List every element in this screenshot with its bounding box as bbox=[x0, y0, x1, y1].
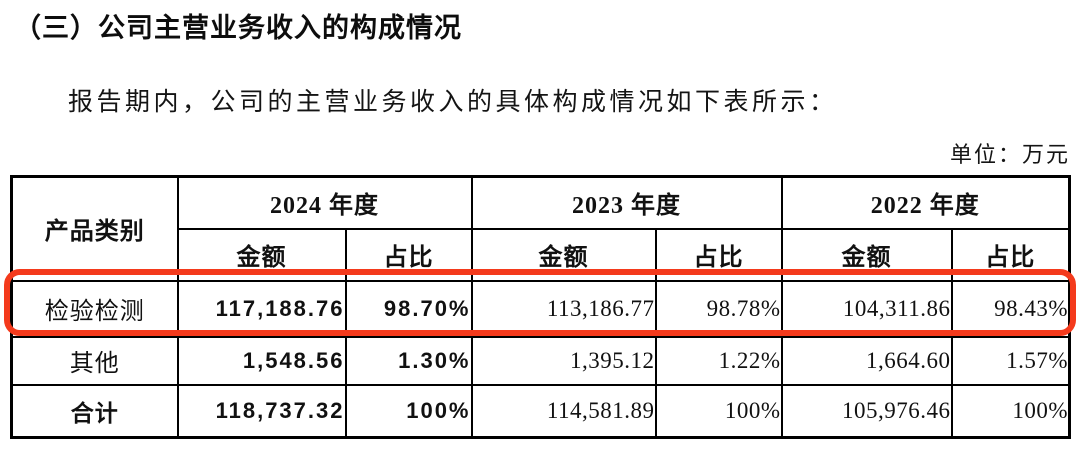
table-row-other: 其他 1,548.56 1.30% 1,395.12 1.22% 1,664.6… bbox=[10, 335, 1071, 386]
cell-2024-ratio: 100% bbox=[344, 383, 473, 439]
cell-2024-ratio: 1.30% bbox=[344, 335, 473, 386]
cell-2022-amount: 105,976.46 bbox=[780, 383, 953, 439]
revenue-composition-table: 产品类别 2024 年度 2023 年度 2022 年度 金额 占比 金额 占比… bbox=[10, 175, 1071, 439]
table-row-total: 合计 118,737.32 100% 114,581.89 100% 105,9… bbox=[10, 383, 1071, 439]
table-header-years-row: 产品类别 2024 年度 2023 年度 2022 年度 bbox=[10, 175, 1071, 282]
column-header-product-category: 产品类别 bbox=[10, 175, 179, 282]
intro-paragraph: 报告期内，公司的主营业务收入的具体构成情况如下表所示： bbox=[68, 89, 838, 116]
column-header-year-2024: 2024 年度 bbox=[176, 175, 473, 230]
column-header-amount-2022: 金额 bbox=[780, 227, 953, 282]
cell-2023-amount: 113,186.77 bbox=[470, 279, 657, 338]
column-header-amount-2024: 金额 bbox=[176, 227, 347, 282]
row-category-label: 合计 bbox=[10, 383, 179, 439]
row-category-label: 其他 bbox=[10, 335, 179, 386]
cell-2024-amount: 117,188.76 bbox=[176, 279, 347, 338]
cell-2023-ratio: 100% bbox=[654, 383, 783, 439]
cell-2022-ratio: 1.57% bbox=[950, 335, 1071, 386]
column-header-year-2022: 2022 年度 bbox=[780, 175, 1071, 230]
cell-2023-ratio: 98.78% bbox=[654, 279, 783, 338]
column-header-ratio-2022: 占比 bbox=[950, 227, 1071, 282]
row-category-label: 检验检测 bbox=[10, 279, 179, 338]
cell-2022-amount: 1,664.60 bbox=[780, 335, 953, 386]
cell-2024-amount: 118,737.32 bbox=[176, 383, 347, 439]
unit-label: 单位：万元 bbox=[949, 142, 1070, 167]
cell-2023-amount: 114,581.89 bbox=[470, 383, 657, 439]
cell-2023-ratio: 1.22% bbox=[654, 335, 783, 386]
column-header-year-2023: 2023 年度 bbox=[470, 175, 783, 230]
cell-2022-ratio: 100% bbox=[950, 383, 1071, 439]
cell-2022-amount: 104,311.86 bbox=[780, 279, 953, 338]
cell-2022-ratio: 98.43% bbox=[950, 279, 1071, 338]
column-header-ratio-2024: 占比 bbox=[344, 227, 473, 282]
column-header-amount-2023: 金额 bbox=[470, 227, 657, 282]
cell-2024-amount: 1,548.56 bbox=[176, 335, 347, 386]
table-row-inspection-testing: 检验检测 117,188.76 98.70% 113,186.77 98.78%… bbox=[10, 279, 1071, 338]
section-title: （三）公司主营业务收入的构成情况 bbox=[14, 13, 462, 43]
column-header-ratio-2023: 占比 bbox=[654, 227, 783, 282]
cell-2023-amount: 1,395.12 bbox=[470, 335, 657, 386]
cell-2024-ratio: 98.70% bbox=[344, 279, 473, 338]
